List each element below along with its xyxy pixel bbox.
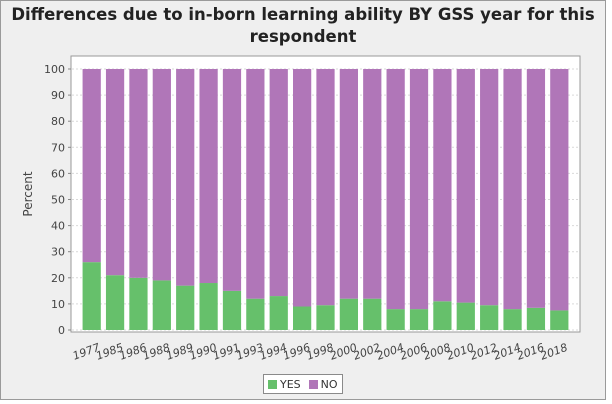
x-axis: 1977198519861988198919901991199319941996… [71, 341, 569, 363]
x-tick-label: 2018 [539, 341, 570, 363]
bar-yes-1991 [222, 290, 242, 330]
y-tick-label: 60 [51, 167, 65, 180]
bar-no-1998 [316, 69, 335, 306]
bar-yes-2006 [409, 309, 429, 330]
bar-no-1991 [222, 69, 242, 291]
bar-yes-1989 [176, 285, 195, 330]
bar-yes-1985 [105, 275, 125, 330]
bar-yes-1977 [82, 262, 101, 330]
legend-label: NO [320, 377, 338, 391]
y-tick-label: 70 [51, 141, 65, 154]
bar-no-1994 [269, 69, 288, 297]
bar-no-1988 [152, 69, 171, 281]
bar-yes-2010 [456, 302, 475, 330]
bar-yes-1998 [316, 305, 335, 330]
y-tick-label: 20 [51, 272, 65, 285]
bar-no-2010 [456, 69, 475, 303]
y-tick-label: 10 [51, 298, 65, 311]
y-axis: 0 10 20 30 40 50 60 70 80 90 100 [44, 63, 71, 337]
bar-no-1986 [129, 69, 148, 278]
bar-yes-2014 [503, 309, 522, 330]
bar-no-1977 [82, 69, 101, 263]
legend-swatch [268, 379, 277, 389]
bar-yes-2000 [339, 298, 358, 330]
y-axis-title: Percent [21, 171, 35, 216]
bar-no-1990 [199, 69, 218, 284]
bar-no-1996 [293, 69, 312, 307]
y-tick-label: 50 [51, 194, 65, 207]
bar-yes-2002 [363, 298, 382, 330]
y-tick-label: 90 [51, 89, 65, 102]
y-tick-label: 100 [44, 63, 65, 76]
bar-yes-2012 [480, 305, 499, 330]
y-tick-label: 40 [51, 220, 65, 233]
bar-no-2018 [550, 69, 569, 311]
bar-no-2008 [433, 69, 452, 302]
bar-yes-1988 [152, 280, 171, 330]
y-tick-label: 80 [51, 115, 65, 128]
bar-no-2000 [339, 69, 358, 299]
legend-item-yes: YES [268, 378, 301, 391]
bar-no-1993 [246, 69, 265, 299]
bar-no-2012 [480, 69, 499, 306]
bar-yes-2004 [386, 309, 405, 330]
bar-no-1989 [176, 69, 195, 286]
y-tick-label: 30 [51, 246, 65, 259]
bar-yes-1993 [246, 298, 265, 330]
bar-yes-2008 [433, 301, 452, 330]
bar-no-2002 [363, 69, 382, 299]
legend: YES NO [263, 374, 343, 394]
legend-label: YES [280, 377, 301, 391]
bar-yes-2016 [526, 307, 546, 330]
bar-no-1985 [105, 69, 125, 276]
bar-yes-1986 [129, 277, 148, 330]
bar-no-2014 [503, 69, 522, 310]
bar-no-2004 [386, 69, 405, 310]
bar-yes-1990 [199, 283, 218, 330]
bar-yes-2018 [550, 310, 569, 330]
y-tick-label: 0 [58, 324, 65, 337]
legend-swatch [308, 379, 318, 389]
bar-no-2006 [409, 69, 429, 310]
bar-yes-1994 [269, 296, 288, 330]
chart-title: Differences due to in-born learning abil… [11, 5, 595, 46]
bar-no-2016 [526, 69, 546, 308]
bars [82, 69, 569, 330]
bar-yes-1996 [293, 306, 312, 330]
legend-item-no: NO [308, 377, 338, 391]
